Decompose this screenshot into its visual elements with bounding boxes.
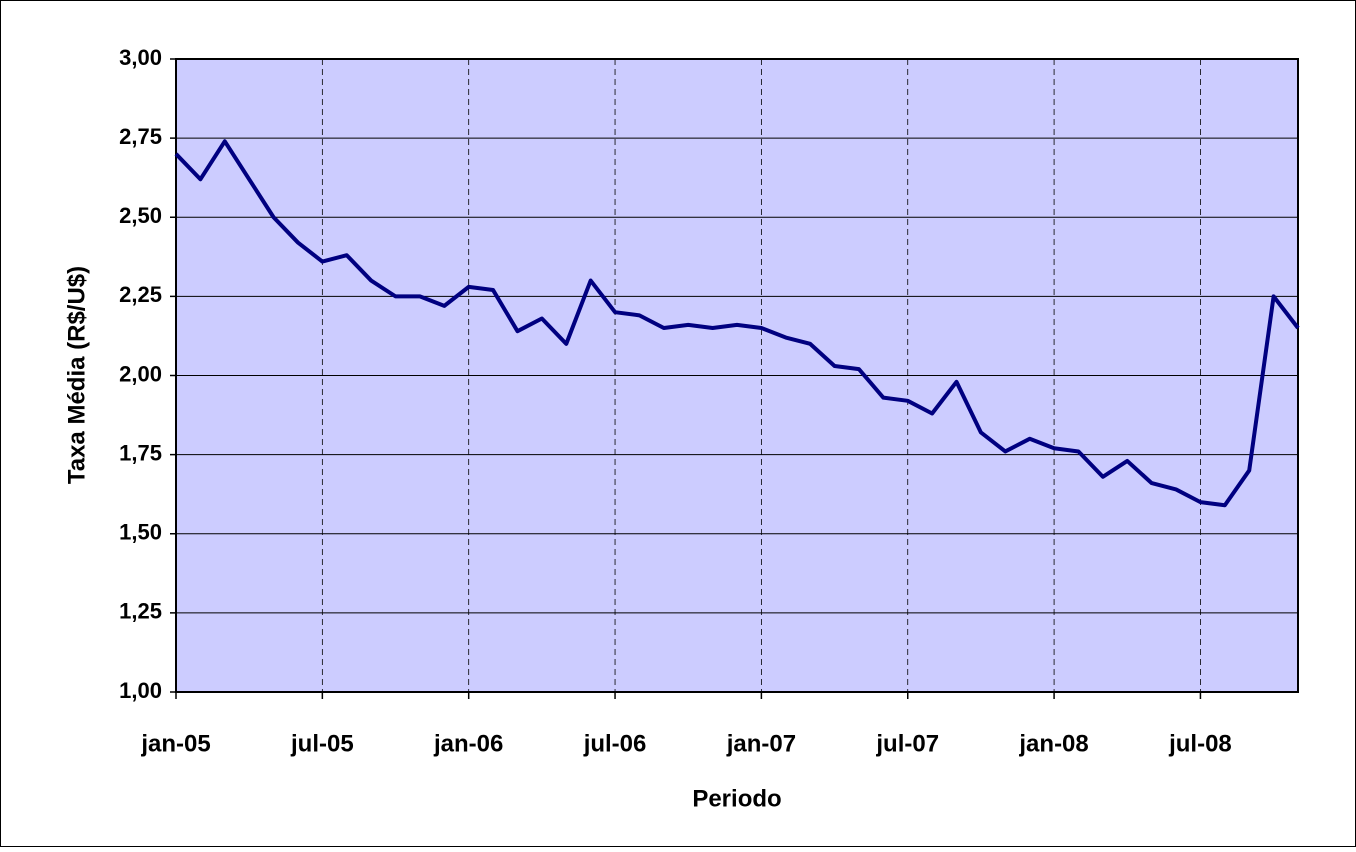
y-tick-label: 1,00	[119, 678, 162, 703]
y-tick-label: 2,75	[119, 124, 162, 149]
x-tick-label: jul-07	[875, 730, 939, 757]
y-tick-label: 2,50	[119, 203, 162, 228]
y-tick-label: 1,25	[119, 599, 162, 624]
y-axis-title: Taxa Média (R$/U$)	[63, 266, 90, 484]
y-tick-label: 3,00	[119, 45, 162, 70]
y-tick-label: 1,50	[119, 520, 162, 545]
x-tick-label: jan-06	[433, 730, 503, 757]
x-tick-label: jan-07	[726, 730, 796, 757]
x-tick-label: jul-05	[290, 730, 354, 757]
y-tick-label: 2,00	[119, 361, 162, 386]
y-tick-label: 2,25	[119, 282, 162, 307]
y-tick-label: 1,75	[119, 440, 162, 465]
data-line	[174, 139, 1300, 508]
x-tick-label: jan-08	[1018, 730, 1088, 757]
x-tick-label: jan-05	[140, 730, 210, 757]
x-tick-label: jul-06	[583, 730, 647, 757]
x-tick-label: jul-08	[1168, 730, 1232, 757]
x-axis-title: Periodo	[692, 785, 781, 812]
plot-border	[175, 58, 1299, 693]
